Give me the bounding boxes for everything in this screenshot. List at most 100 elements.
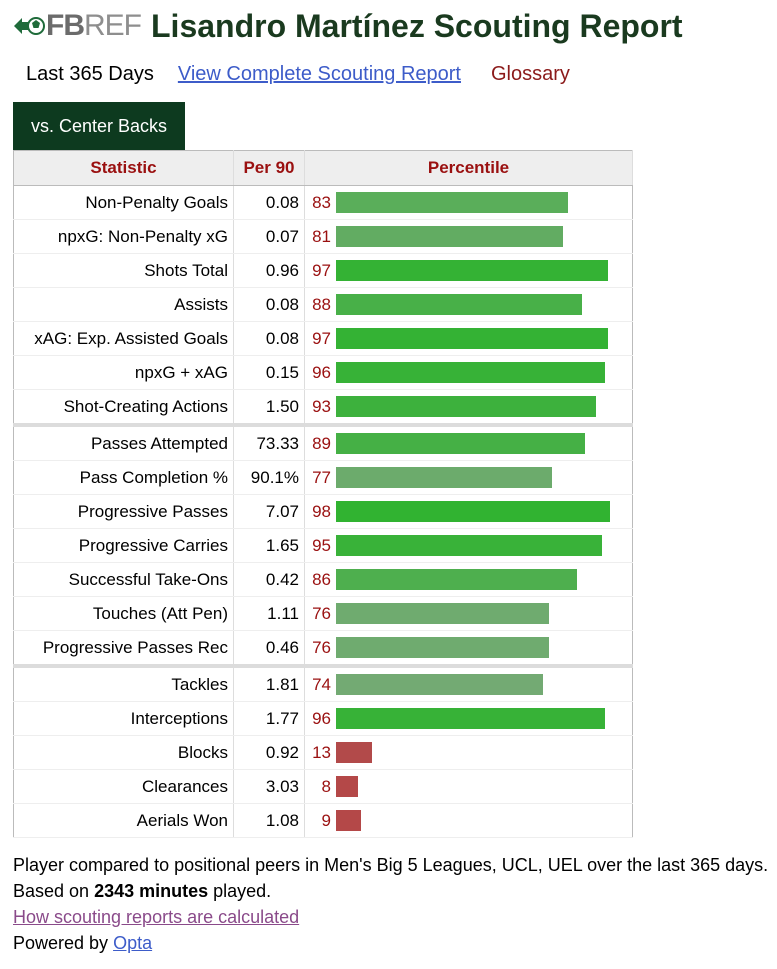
stat-name[interactable]: Progressive Passes <box>13 494 234 529</box>
percentile-value: 98 <box>312 501 331 521</box>
stat-name[interactable]: Shots Total <box>13 253 234 288</box>
percentile-value: 76 <box>312 603 331 623</box>
percentile-bar <box>336 467 552 488</box>
header-percentile[interactable]: Percentile <box>304 150 633 186</box>
per90-value: 0.08 <box>233 321 305 356</box>
percentile-bar <box>336 810 361 831</box>
header-per90[interactable]: Per 90 <box>233 150 305 186</box>
per90-value: 0.92 <box>233 735 305 770</box>
footer-text: Player compared to positional peers in M… <box>13 855 769 901</box>
percentile-cell: 83 <box>304 185 633 220</box>
percentile-cell: 98 <box>304 494 633 529</box>
percentile-cell: 77 <box>304 460 633 495</box>
percentile-value: 83 <box>312 192 331 212</box>
opta-link[interactable]: Opta <box>113 933 153 953</box>
table-row: Progressive Carries 1.65 95 <box>13 528 633 563</box>
per90-value: 1.11 <box>233 596 305 631</box>
stat-name[interactable]: Successful Take-Ons <box>13 562 234 597</box>
stat-name[interactable]: xAG: Exp. Assisted Goals <box>13 321 234 356</box>
stat-name[interactable]: Interceptions <box>13 701 234 736</box>
table-row: Pass Completion % 90.1% 77 <box>13 460 633 495</box>
scouting-calc-link[interactable]: How scouting reports are calculated <box>13 907 300 927</box>
table-row: npxG + xAG 0.15 96 <box>13 355 633 390</box>
stat-name[interactable]: Tackles <box>13 664 234 702</box>
stat-name[interactable]: Touches (Att Pen) <box>13 596 234 631</box>
stat-name[interactable]: npxG + xAG <box>13 355 234 390</box>
stat-name[interactable]: Pass Completion % <box>13 460 234 495</box>
per90-value: 3.03 <box>233 769 305 804</box>
stat-name[interactable]: npxG: Non-Penalty xG <box>13 219 234 254</box>
percentile-cell: 96 <box>304 701 633 736</box>
footer-description: Player compared to positional peers in M… <box>13 852 773 904</box>
per90-value: 0.07 <box>233 219 305 254</box>
table-header-row: Statistic Per 90 Percentile <box>13 150 633 186</box>
percentile-cell: 76 <box>304 630 633 667</box>
percentile-bar <box>336 708 605 729</box>
page-title: Lisandro Martínez Scouting Report <box>151 7 683 44</box>
view-complete-report-link[interactable]: View Complete Scouting Report <box>177 63 461 85</box>
logo-text: FBREF <box>46 9 142 42</box>
header-statistic[interactable]: Statistic <box>13 150 234 186</box>
stat-name[interactable]: Assists <box>13 287 234 322</box>
percentile-bar <box>336 569 577 590</box>
table-row: Aerials Won 1.08 9 <box>13 803 633 838</box>
table-row: Progressive Passes Rec 0.46 76 <box>13 630 633 667</box>
percentile-cell: 81 <box>304 219 633 254</box>
percentile-bar <box>336 260 608 281</box>
percentile-value: 8 <box>321 776 331 796</box>
ball-icon <box>14 17 45 35</box>
table-body: Non-Penalty Goals 0.08 83 npxG: Non-Penalty… <box>13 185 633 838</box>
percentile-value: 93 <box>312 396 331 416</box>
percentile-value: 86 <box>312 569 331 589</box>
footer: Player compared to positional peers in M… <box>13 852 773 956</box>
stat-name[interactable]: Shot-Creating Actions <box>13 389 234 426</box>
percentile-cell: 97 <box>304 321 633 356</box>
percentile-cell: 86 <box>304 562 633 597</box>
percentile-value: 13 <box>312 742 331 762</box>
per90-value: 0.96 <box>233 253 305 288</box>
percentile-cell: 76 <box>304 596 633 631</box>
period-label: Last 365 Days <box>26 63 154 85</box>
table-row: Tackles 1.81 74 <box>13 664 633 702</box>
table-row: Non-Penalty Goals 0.08 83 <box>13 185 633 220</box>
tab-vs-center-backs[interactable]: vs. Center Backs <box>13 102 185 150</box>
per90-value: 1.77 <box>233 701 305 736</box>
stat-name[interactable]: Aerials Won <box>13 803 234 838</box>
percentile-bar <box>336 226 563 247</box>
stat-name[interactable]: Blocks <box>13 735 234 770</box>
table-row: Assists 0.08 88 <box>13 287 633 322</box>
per90-value: 0.15 <box>233 355 305 390</box>
percentile-value: 81 <box>312 226 331 246</box>
glossary-link[interactable]: Glossary <box>490 63 570 85</box>
percentile-bar <box>336 742 372 763</box>
percentile-value: 76 <box>312 637 331 657</box>
table-row: npxG: Non-Penalty xG 0.07 81 <box>13 219 633 254</box>
percentile-cell: 93 <box>304 389 633 426</box>
minutes-played: 2343 minutes <box>94 881 209 901</box>
percentile-value: 96 <box>312 708 331 728</box>
table-row: Interceptions 1.77 96 <box>13 701 633 736</box>
table-row: Shot-Creating Actions 1.50 93 <box>13 389 633 426</box>
percentile-cell: 9 <box>304 803 633 838</box>
stat-name[interactable]: Non-Penalty Goals <box>13 185 234 220</box>
table-row: Passes Attempted 73.33 89 <box>13 423 633 461</box>
per90-value: 90.1% <box>233 460 305 495</box>
percentile-bar <box>336 433 585 454</box>
percentile-value: 97 <box>312 260 331 280</box>
percentile-cell: 95 <box>304 528 633 563</box>
table-row: Blocks 0.92 13 <box>13 735 633 770</box>
scouting-table: Statistic Per 90 Percentile Non-Penalty … <box>13 150 633 838</box>
percentile-bar <box>336 192 568 213</box>
percentile-value: 96 <box>312 362 331 382</box>
percentile-value: 9 <box>321 810 331 830</box>
fbref-logo[interactable]: FBREF <box>12 9 142 43</box>
table-row: Touches (Att Pen) 1.11 76 <box>13 596 633 631</box>
per90-value: 0.46 <box>233 630 305 667</box>
stat-name[interactable]: Progressive Carries <box>13 528 234 563</box>
stat-name[interactable]: Clearances <box>13 769 234 804</box>
percentile-bar <box>336 294 582 315</box>
per90-value: 1.50 <box>233 389 305 426</box>
stat-name[interactable]: Passes Attempted <box>13 423 234 461</box>
stat-name[interactable]: Progressive Passes Rec <box>13 630 234 667</box>
percentile-value: 77 <box>312 467 331 487</box>
